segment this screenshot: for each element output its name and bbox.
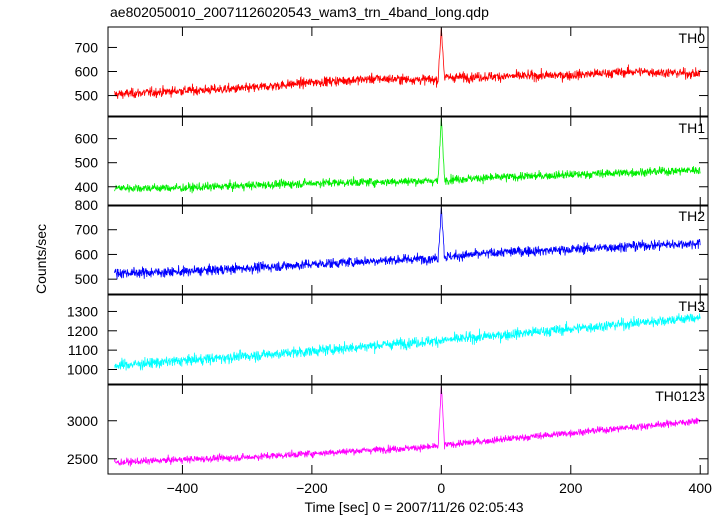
- y-tick-label: 500: [75, 88, 99, 104]
- series-line-th2: [114, 207, 701, 280]
- panel-frame: [107, 116, 709, 207]
- y-tick-label: 800: [75, 197, 99, 213]
- y-tick-label: 600: [75, 64, 99, 80]
- panel-label-th2: TH2: [679, 208, 706, 224]
- y-axis-label: Counts/sec: [33, 224, 49, 294]
- y-tick-label: 600: [75, 246, 99, 262]
- y-tick-label: 500: [75, 271, 99, 287]
- series-line-th0: [114, 28, 701, 99]
- chart-title: ae802050010_20071126020543_wam3_trn_4ban…: [110, 4, 489, 20]
- panel-label-th3: TH3: [679, 298, 706, 314]
- panel-th1: 400 500 600 TH1: [75, 116, 709, 207]
- panel-th2: 500 600 700 800 TH2: [75, 197, 709, 295]
- panel-frame: [107, 294, 709, 385]
- x-axis-label: Time [sec] 0 = 2007/11/26 02:05:43: [304, 499, 523, 515]
- panel-frame: [107, 204, 709, 295]
- y-tick-label: 2500: [67, 451, 98, 467]
- x-tick-label: 0: [437, 480, 445, 496]
- y-tick-label: 700: [75, 222, 99, 238]
- panel-frame: [107, 384, 709, 475]
- y-tick-label: 1000: [67, 361, 98, 377]
- chart-panels: 500 600 700 TH0 400 500 600 TH1 500 600 700 800 TH2 1…: [67, 26, 709, 475]
- y-tick-label: 400: [75, 179, 99, 195]
- series-line-th0123: [114, 386, 701, 467]
- y-tick-label: 500: [75, 155, 99, 171]
- y-tick-label: 700: [75, 39, 99, 55]
- y-tick-label: 1100: [68, 342, 98, 358]
- y-tick-label: 3000: [67, 413, 98, 429]
- x-tick-label: −200: [296, 480, 328, 496]
- panel-label-th1: TH1: [679, 120, 706, 136]
- panel-th0123: 2500 3000 TH0123: [67, 384, 709, 475]
- panel-label-th0123: TH0123: [655, 388, 705, 404]
- x-axis: −400 −200 0 200 400: [167, 480, 712, 496]
- y-tick-label: 1200: [67, 323, 98, 339]
- x-tick-label: 200: [559, 480, 583, 496]
- panel-th3: 1000 1100 1200 1300 TH3: [67, 294, 709, 385]
- y-tick-label: 600: [75, 131, 99, 147]
- x-tick-label: 400: [689, 480, 713, 496]
- x-tick-label: −400: [167, 480, 199, 496]
- series-line-th1: [114, 118, 701, 194]
- y-tick-label: 1300: [67, 303, 98, 319]
- panel-th0: 500 600 700 TH0: [75, 26, 709, 117]
- panel-label-th0: TH0: [679, 30, 706, 46]
- series-line-th3: [114, 313, 701, 372]
